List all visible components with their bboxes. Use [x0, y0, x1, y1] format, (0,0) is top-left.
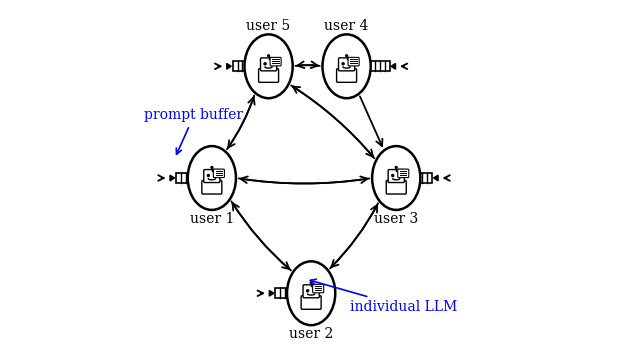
FancyBboxPatch shape	[202, 180, 222, 194]
FancyBboxPatch shape	[348, 57, 359, 66]
FancyBboxPatch shape	[301, 296, 321, 309]
Ellipse shape	[372, 146, 420, 210]
Circle shape	[207, 174, 209, 177]
Circle shape	[392, 174, 394, 177]
Circle shape	[253, 61, 264, 71]
FancyBboxPatch shape	[303, 285, 319, 298]
Bar	[370, 61, 390, 71]
Ellipse shape	[323, 35, 371, 98]
Circle shape	[346, 55, 348, 57]
Text: user 2: user 2	[289, 327, 333, 341]
FancyBboxPatch shape	[339, 58, 355, 71]
Ellipse shape	[188, 146, 236, 210]
FancyBboxPatch shape	[213, 169, 225, 178]
FancyBboxPatch shape	[387, 180, 406, 194]
Circle shape	[211, 167, 212, 168]
Ellipse shape	[287, 261, 335, 325]
Circle shape	[307, 290, 308, 292]
Circle shape	[310, 282, 312, 284]
FancyBboxPatch shape	[337, 69, 356, 82]
Circle shape	[271, 63, 273, 65]
Polygon shape	[227, 63, 231, 69]
Circle shape	[314, 290, 316, 292]
Polygon shape	[433, 175, 438, 181]
Circle shape	[359, 61, 369, 71]
Circle shape	[264, 63, 266, 65]
Bar	[413, 173, 432, 183]
Text: individual LLM: individual LLM	[310, 279, 458, 314]
Circle shape	[399, 174, 401, 177]
Circle shape	[197, 173, 207, 183]
Text: user 5: user 5	[246, 19, 291, 32]
Polygon shape	[269, 290, 274, 296]
Bar	[275, 288, 295, 298]
Polygon shape	[170, 175, 175, 181]
FancyBboxPatch shape	[388, 169, 404, 183]
FancyBboxPatch shape	[397, 169, 409, 178]
Circle shape	[396, 167, 397, 168]
FancyBboxPatch shape	[259, 69, 278, 82]
Text: user 1: user 1	[189, 212, 234, 226]
FancyBboxPatch shape	[204, 169, 220, 183]
Circle shape	[401, 173, 412, 183]
FancyBboxPatch shape	[312, 284, 324, 293]
Circle shape	[268, 55, 269, 57]
FancyBboxPatch shape	[260, 58, 276, 71]
Polygon shape	[391, 63, 396, 69]
Bar	[176, 173, 195, 183]
Text: user 4: user 4	[324, 19, 369, 32]
Circle shape	[214, 174, 216, 177]
Ellipse shape	[244, 35, 292, 98]
Bar	[233, 61, 252, 71]
FancyBboxPatch shape	[270, 57, 281, 66]
Text: user 3: user 3	[374, 212, 419, 226]
Text: prompt buffer: prompt buffer	[145, 109, 244, 154]
Circle shape	[342, 63, 344, 65]
Circle shape	[349, 63, 351, 65]
Circle shape	[296, 288, 306, 298]
